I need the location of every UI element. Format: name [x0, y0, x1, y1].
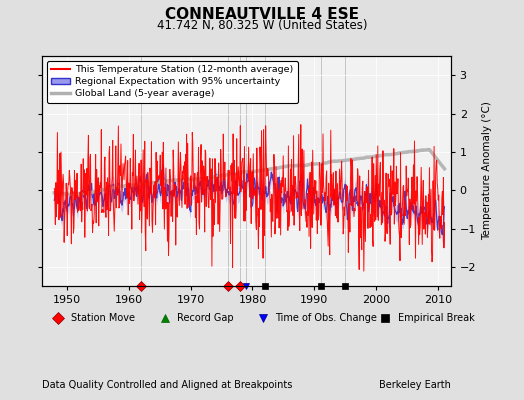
Text: 41.742 N, 80.325 W (United States): 41.742 N, 80.325 W (United States) [157, 19, 367, 32]
Text: CONNEAUTVILLE 4 ESE: CONNEAUTVILLE 4 ESE [165, 7, 359, 22]
Text: Empirical Break: Empirical Break [398, 313, 474, 323]
Legend: This Temperature Station (12-month average), Regional Expectation with 95% uncer: This Temperature Station (12-month avera… [47, 61, 298, 103]
Text: Berkeley Earth: Berkeley Earth [379, 380, 451, 390]
Text: Record Gap: Record Gap [177, 313, 233, 323]
Text: Time of Obs. Change: Time of Obs. Change [275, 313, 377, 323]
Text: Data Quality Controlled and Aligned at Breakpoints: Data Quality Controlled and Aligned at B… [42, 380, 292, 390]
Text: Station Move: Station Move [71, 313, 135, 323]
Y-axis label: Temperature Anomaly (°C): Temperature Anomaly (°C) [482, 102, 492, 240]
